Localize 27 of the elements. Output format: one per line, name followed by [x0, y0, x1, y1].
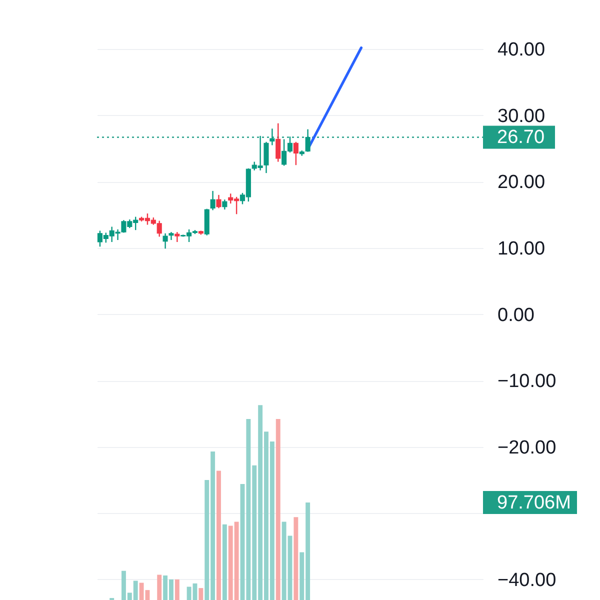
candlestick [270, 128, 275, 146]
candlestick [174, 231, 180, 243]
bar [198, 588, 204, 600]
ref-line-label: 26.70 [497, 127, 545, 148]
candlestick [162, 232, 168, 250]
bar [222, 524, 227, 600]
bar [276, 419, 280, 600]
bar [294, 517, 298, 600]
y-tick-label: 0.00 [498, 304, 534, 326]
y-tick-label: 30.00 [498, 106, 546, 127]
bar [174, 579, 180, 600]
candlestick [216, 194, 222, 209]
y-tick-label: 10.00 [498, 238, 546, 260]
bar [157, 574, 162, 600]
y-tick-label: −40.00 [498, 570, 556, 591]
candlestick [276, 122, 281, 162]
text: 97.706M [497, 492, 571, 514]
y-tick-label: 40.00 [498, 40, 546, 61]
candlestick [264, 141, 269, 174]
bar [216, 470, 221, 600]
candlestick [222, 198, 228, 210]
y-tick-label: −10.00 [498, 371, 556, 392]
candlestick [305, 128, 310, 152]
y-tick-label: −20.00 [498, 437, 556, 458]
y-tick-label: 20.00 [498, 172, 546, 194]
candlestick [293, 141, 298, 166]
candlestick [210, 190, 216, 211]
